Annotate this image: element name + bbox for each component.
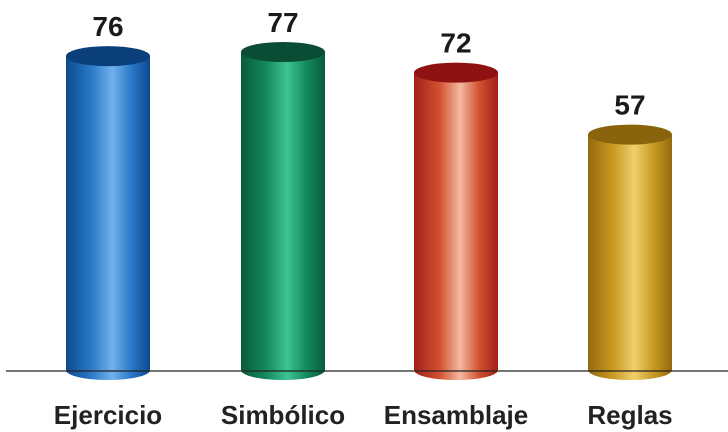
category-label-reglas: Reglas xyxy=(587,400,672,430)
bar-top-reglas xyxy=(588,124,672,145)
category-label-ejercicio: Ejercicio xyxy=(54,400,162,430)
labels-layer: 76 Ejercicio 77 Simbólico 72 Ensamblaje 57 Regl… xyxy=(54,7,673,430)
category-label-ensamblaje: Ensamblaje xyxy=(384,400,529,430)
bar-top-ejercicio xyxy=(66,46,150,67)
bar-simbolico xyxy=(241,52,325,380)
bar-top-ensamblaje xyxy=(414,62,498,83)
bar-ensamblaje xyxy=(414,72,498,380)
value-label-ensamblaje: 72 xyxy=(440,28,471,59)
category-label-simbolico: Simbólico xyxy=(221,400,345,430)
value-label-simbolico: 77 xyxy=(267,7,298,38)
bar-reglas xyxy=(588,134,672,380)
value-label-ejercicio: 76 xyxy=(92,11,123,42)
value-label-reglas: 57 xyxy=(614,90,645,121)
bar-ejercicio xyxy=(66,56,150,380)
bar-top-simbolico xyxy=(241,42,325,62)
bars-layer xyxy=(66,42,672,380)
